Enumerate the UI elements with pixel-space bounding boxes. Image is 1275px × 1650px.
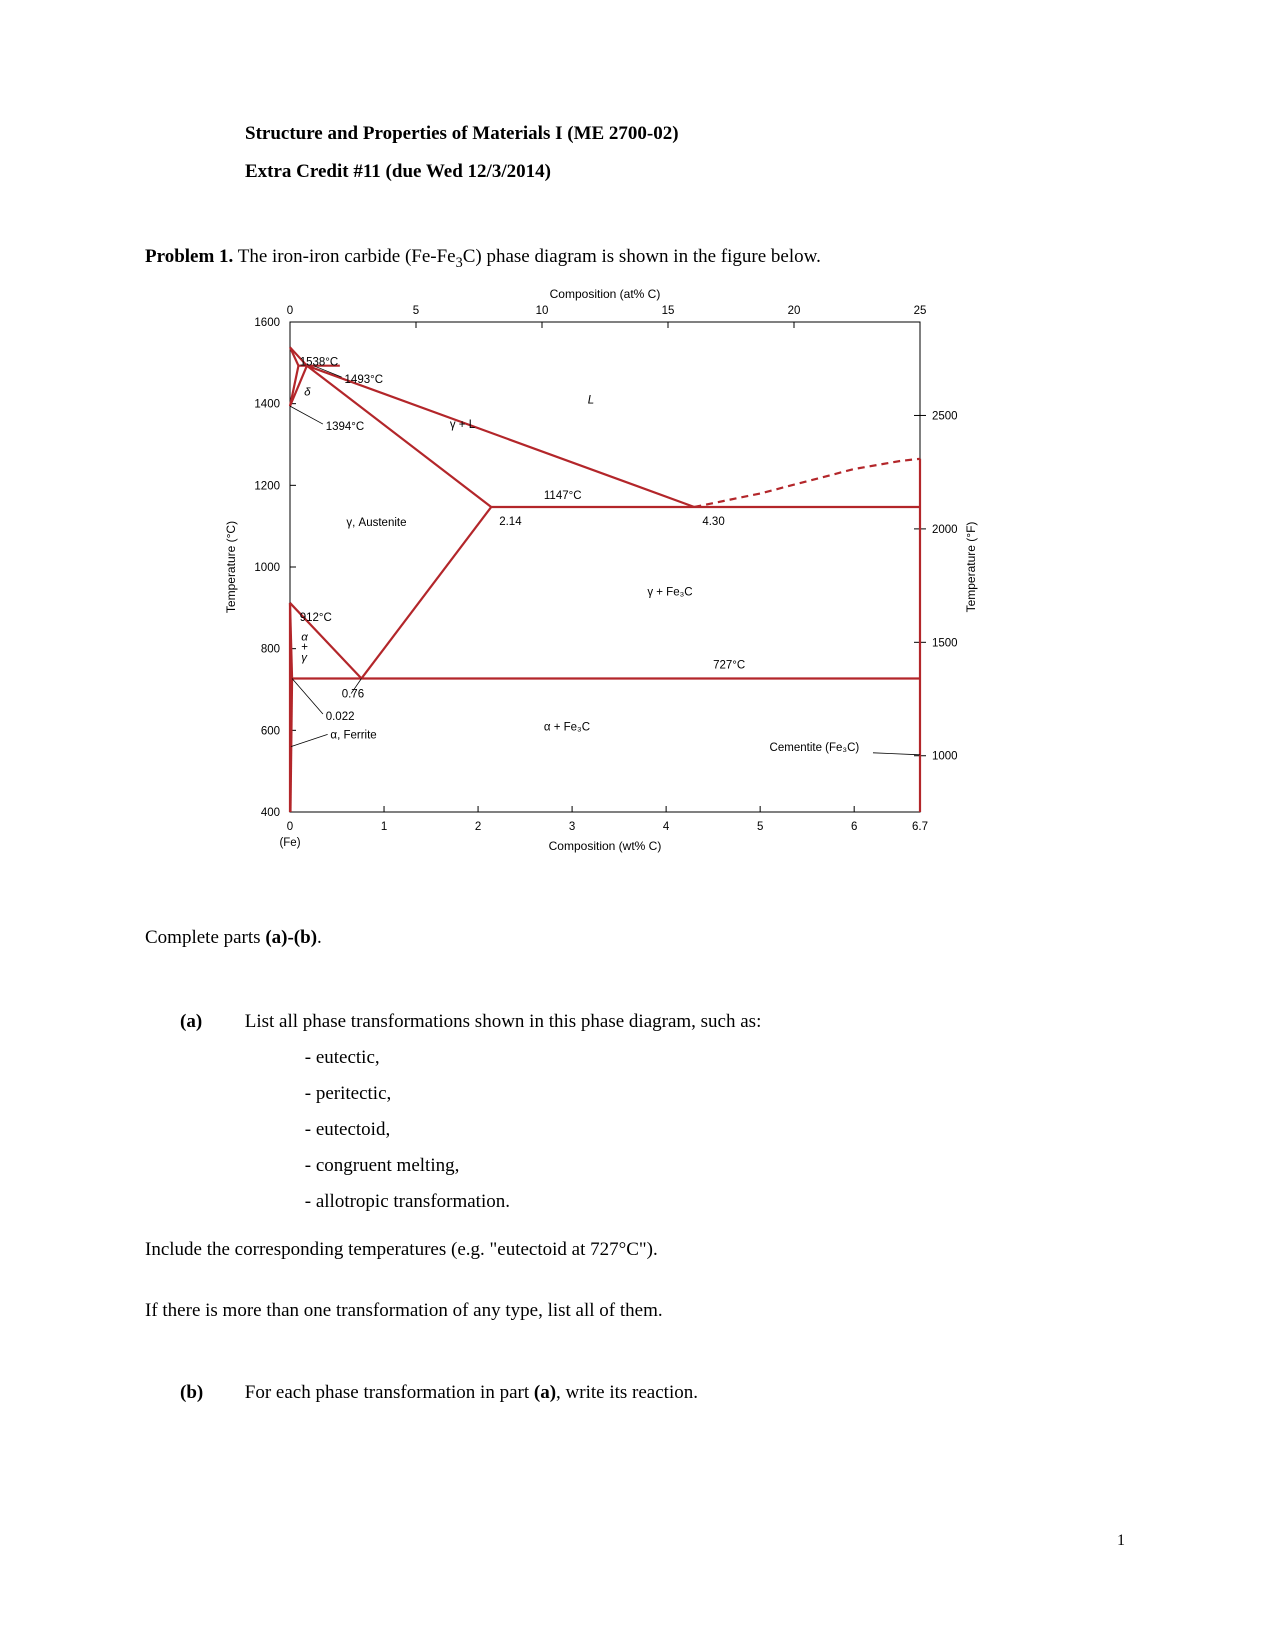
svg-text:20: 20 <box>788 305 801 317</box>
part-a-after1: Include the corresponding temperatures (… <box>145 1232 1130 1268</box>
svg-text:γ + L: γ + L <box>450 419 476 431</box>
svg-text:(Fe): (Fe) <box>279 837 300 849</box>
svg-text:0: 0 <box>287 821 293 833</box>
svg-text:800: 800 <box>261 643 280 655</box>
complete-pre: Complete parts <box>145 927 265 948</box>
svg-text:1000: 1000 <box>932 751 958 763</box>
phase-diagram-chart: 0 1 2 3 4 5 6 6.7 (Fe) Composition (wt% C) 0 5 10 15 2… <box>205 287 1130 857</box>
svg-text:6: 6 <box>851 821 857 833</box>
problem-intro-text1: The iron-iron carbide (Fe-Fe <box>233 246 455 267</box>
svg-text:727°C: 727°C <box>713 659 745 671</box>
svg-text:Cementite (Fe₃C): Cementite (Fe₃C) <box>770 742 860 754</box>
svg-text:600: 600 <box>261 725 280 737</box>
svg-text:2500: 2500 <box>932 410 958 422</box>
svg-text:γ, Austenite: γ, Austenite <box>346 517 406 529</box>
svg-text:2000: 2000 <box>932 524 958 536</box>
part-a-item-3: - congruent melting, <box>305 1155 460 1176</box>
part-a-item-2: - eutectoid, <box>305 1119 390 1140</box>
svg-text:0.022: 0.022 <box>326 711 355 723</box>
phase-diagram-svg: 0 1 2 3 4 5 6 6.7 (Fe) Composition (wt% C) 0 5 10 15 2… <box>205 287 1005 857</box>
part-a-item-1: - peritectic, <box>305 1083 392 1104</box>
svg-text:4: 4 <box>663 821 670 833</box>
svg-text:1600: 1600 <box>254 317 280 329</box>
svg-text:1493°C: 1493°C <box>345 374 384 386</box>
svg-text:912°C: 912°C <box>300 612 332 624</box>
part-b: (b) For each phase transformation in par… <box>180 1375 1130 1411</box>
svg-text:α, Ferrite: α, Ferrite <box>330 729 376 741</box>
svg-text:4.30: 4.30 <box>702 516 724 528</box>
svg-text:1200: 1200 <box>254 480 280 492</box>
svg-text:15: 15 <box>662 305 675 317</box>
part-a-item-4: - allotropic transformation. <box>305 1191 510 1212</box>
svg-text:2: 2 <box>475 821 481 833</box>
complete-parts-line: Complete parts (a)-(b). <box>145 927 1130 949</box>
svg-text:10: 10 <box>536 305 549 317</box>
svg-text:1400: 1400 <box>254 398 280 410</box>
problem-intro-sub: 3 <box>456 255 463 271</box>
svg-text:5: 5 <box>413 305 419 317</box>
svg-text:3: 3 <box>569 821 575 833</box>
svg-text:Composition (at% C): Composition (at% C) <box>550 287 661 301</box>
part-b-label: (b) <box>180 1375 240 1411</box>
svg-text:Temperature (°C): Temperature (°C) <box>224 521 238 613</box>
svg-text:0: 0 <box>287 305 293 317</box>
svg-text:L: L <box>588 394 594 406</box>
svg-text:400: 400 <box>261 807 280 819</box>
complete-bold: (a)-(b) <box>265 927 317 948</box>
part-b-post: , write its reaction. <box>556 1382 698 1403</box>
part-a-label: (a) <box>180 1004 240 1040</box>
doc-title-line1: Structure and Properties of Materials I … <box>245 115 1130 153</box>
svg-text:α + Fe₃C: α + Fe₃C <box>544 721 590 733</box>
svg-text:1000: 1000 <box>254 562 280 574</box>
doc-title-line2: Extra Credit #11 (due Wed 12/3/2014) <box>245 153 1130 191</box>
svg-text:1147°C: 1147°C <box>544 490 582 502</box>
svg-text:Composition (wt% C): Composition (wt% C) <box>549 839 662 853</box>
part-b-pre: For each phase transformation in part <box>245 1382 534 1403</box>
part-b-bold: (a) <box>534 1382 556 1403</box>
problem-intro-text2: C) phase diagram is shown in the figure … <box>463 246 821 267</box>
part-a-after2: If there is more than one transformation… <box>145 1293 1130 1329</box>
svg-text:1394°C: 1394°C <box>326 421 365 433</box>
svg-text:δ: δ <box>304 386 311 398</box>
part-a-item-0: - eutectic, <box>305 1047 380 1068</box>
svg-text:0.76: 0.76 <box>342 688 364 700</box>
svg-text:1500: 1500 <box>932 637 958 649</box>
problem-intro: Problem 1. The iron-iron carbide (Fe-Fe3… <box>145 246 1130 272</box>
svg-text:5: 5 <box>757 821 763 833</box>
svg-text:Temperature (°F): Temperature (°F) <box>964 521 978 612</box>
svg-text:γ + Fe₃C: γ + Fe₃C <box>647 586 692 598</box>
part-a-lead: List all phase transformations shown in … <box>245 1011 762 1032</box>
svg-text:1: 1 <box>381 821 387 833</box>
svg-text:1538°C: 1538°C <box>300 356 339 368</box>
part-a: (a) List all phase transformations shown… <box>180 1004 1130 1221</box>
svg-text:25: 25 <box>914 305 927 317</box>
svg-text:6.7: 6.7 <box>912 821 928 833</box>
complete-post: . <box>317 927 322 948</box>
svg-text:2.14: 2.14 <box>499 516 522 528</box>
problem-label: Problem 1. <box>145 246 233 267</box>
page-number: 1 <box>1117 1532 1125 1550</box>
